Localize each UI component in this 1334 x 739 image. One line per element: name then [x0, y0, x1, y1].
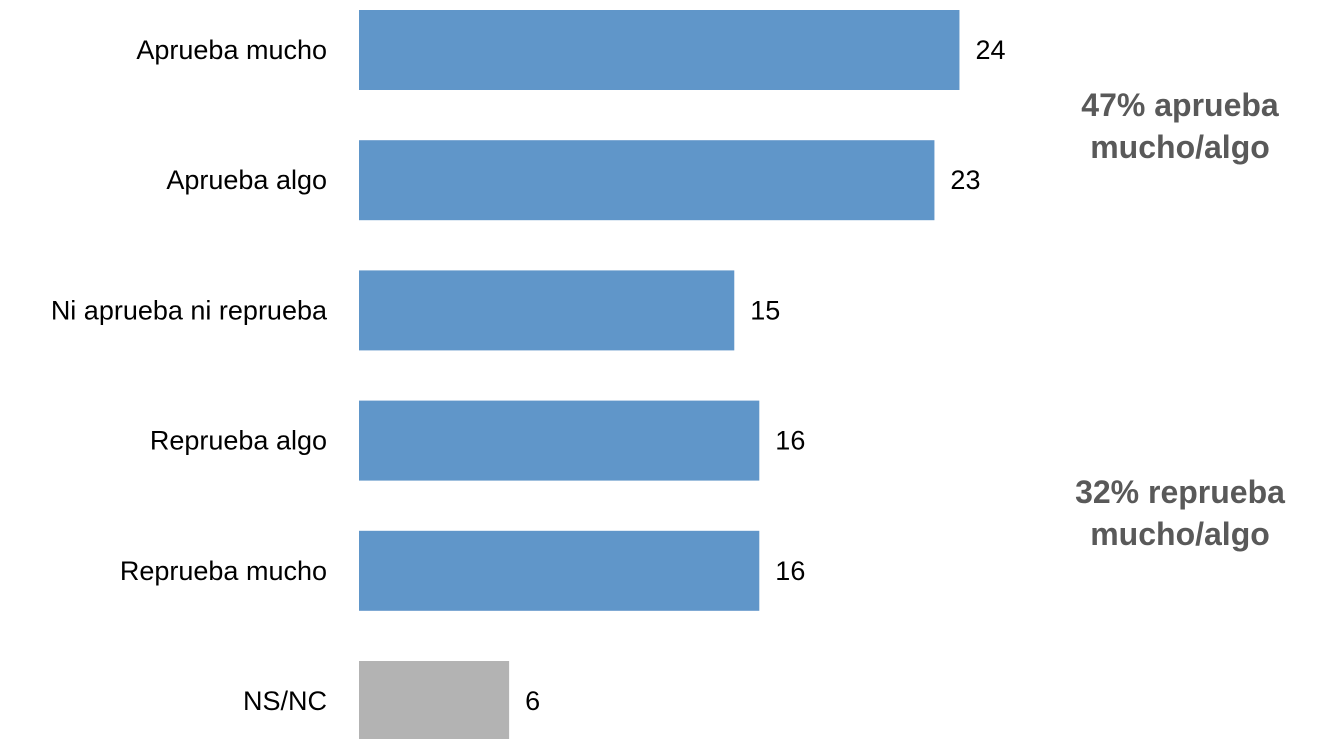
- category-label-2: Ni aprueba ni reprueba: [51, 295, 328, 325]
- approve-annotation-line1: 47% aprueba: [1081, 87, 1279, 123]
- disapprove-annotation-line1: 32% reprueba: [1075, 474, 1285, 510]
- bar-4: [359, 530, 760, 611]
- bar-1: [359, 140, 935, 221]
- category-label-3: Reprueba algo: [150, 426, 327, 456]
- category-label-0: Aprueba mucho: [136, 35, 327, 65]
- bar-0: [359, 10, 960, 90]
- value-label-3: 16: [775, 426, 805, 456]
- category-label-1: Aprueba algo: [166, 165, 327, 195]
- bar-3: [359, 400, 760, 481]
- category-label-5: NS/NC: [243, 686, 327, 716]
- category-labels-group: Aprueba mucho Aprueba algo Ni aprueba ni r…: [51, 35, 328, 716]
- value-label-1: 23: [950, 165, 980, 195]
- value-label-0: 24: [975, 35, 1005, 65]
- bar-5: [359, 661, 510, 739]
- bar-2: [359, 270, 735, 351]
- approve-annotation: 47% aprueba mucho/algo: [1050, 84, 1310, 168]
- category-label-4: Reprueba mucho: [120, 556, 327, 586]
- disapprove-annotation-line2: mucho/algo: [1090, 516, 1270, 552]
- disapprove-annotation: 32% reprueba mucho/algo: [1050, 471, 1310, 555]
- value-labels-group: 24 23 15 16 16 6: [525, 35, 1005, 716]
- approve-annotation-line2: mucho/algo: [1090, 129, 1270, 165]
- value-label-4: 16: [775, 556, 805, 586]
- value-label-2: 15: [750, 295, 780, 325]
- bars-group: [359, 10, 960, 739]
- value-label-5: 6: [525, 686, 540, 716]
